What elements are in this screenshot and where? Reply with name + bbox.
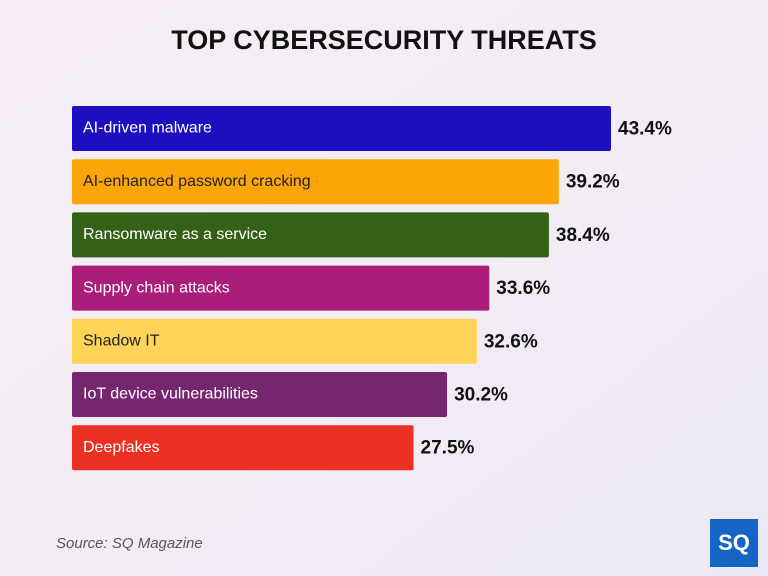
bar [72, 425, 414, 471]
source: Source: SQ Magazine [56, 535, 203, 552]
chart-title: TOP CYBERSECURITY THREATS [171, 25, 597, 55]
value-label: 43.4% [618, 119, 672, 140]
category-label: Deepfakes [83, 439, 160, 456]
value-label: 30.2% [454, 385, 508, 406]
category-label: IoT device vulnerabilities [83, 386, 258, 403]
bar [72, 212, 549, 258]
value-label: 32.6% [484, 331, 538, 352]
logo: SQ [718, 530, 750, 555]
bar [72, 106, 611, 151]
category-label: Supply chain attacks [83, 279, 230, 296]
value-label: 27.5% [421, 438, 475, 459]
value-label: 33.6% [496, 278, 550, 299]
bar [72, 265, 490, 311]
value-label: 38.4% [556, 225, 610, 246]
bar [72, 318, 477, 364]
bar [72, 159, 559, 205]
category-label: Ransomware as a service [83, 226, 267, 243]
bar [72, 372, 448, 417]
logo-box [710, 519, 758, 567]
value-label: 39.2% [566, 172, 620, 193]
category-label: AI-driven malware [83, 120, 212, 137]
category-label: AI-enhanced password cracking [83, 173, 311, 190]
category-label: Shadow IT [83, 333, 160, 350]
